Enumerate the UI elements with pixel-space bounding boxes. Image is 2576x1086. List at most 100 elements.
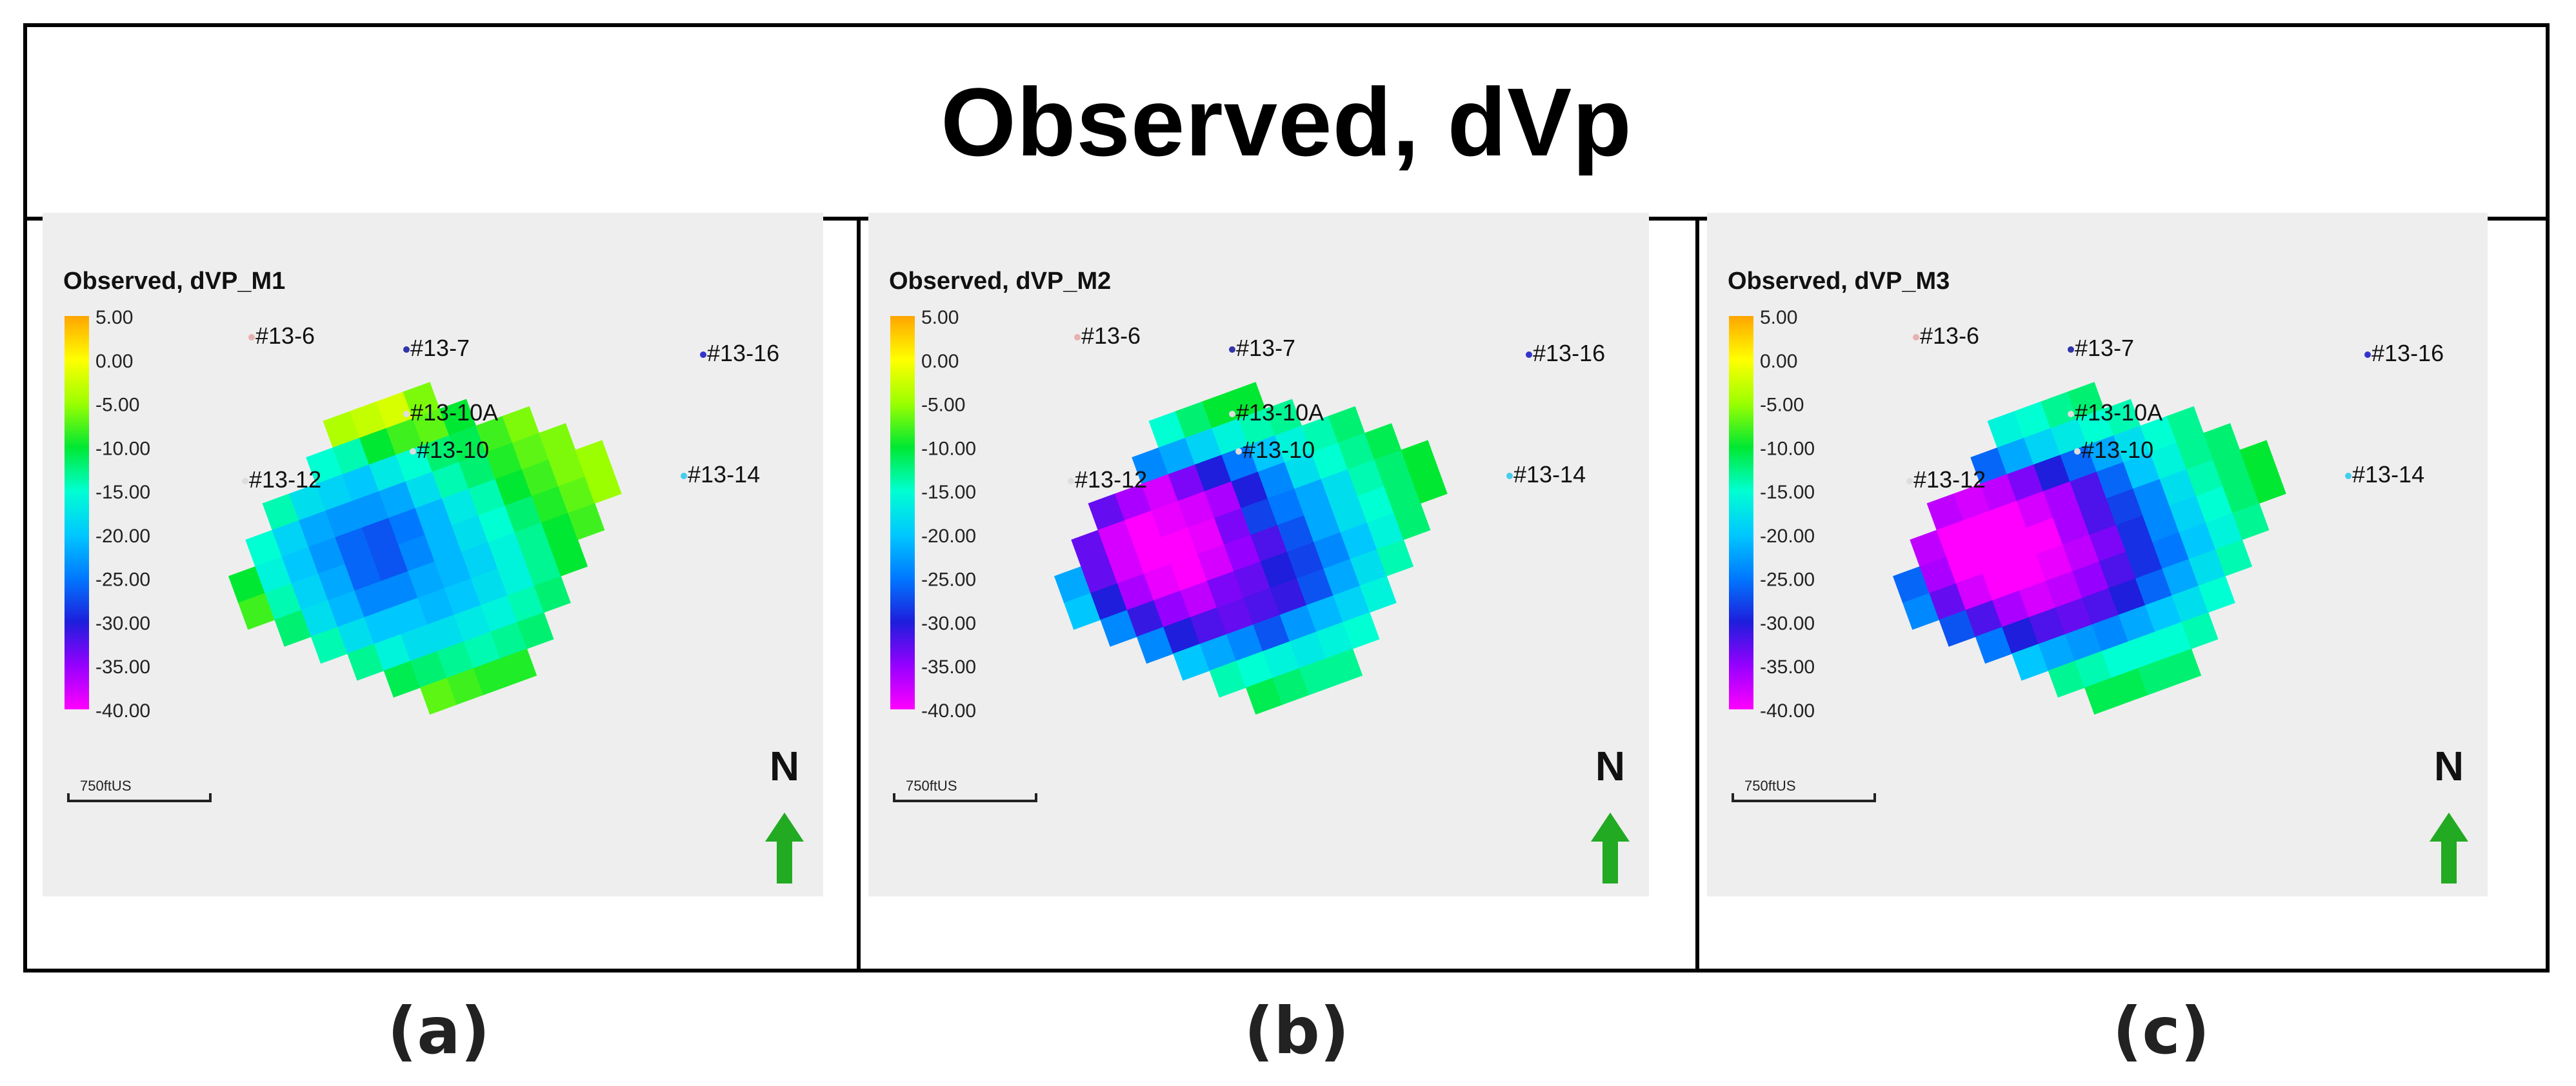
grid-cell (475, 415, 513, 453)
scale-bar (67, 793, 212, 802)
grid-cell (420, 677, 457, 715)
grid-cell (2164, 648, 2202, 686)
grid-cell (2125, 542, 2163, 579)
grid-cell (424, 525, 462, 562)
grid-cell (371, 544, 408, 582)
grid-cell (470, 568, 508, 606)
grid-cell (1161, 527, 1198, 565)
grid-cell (1199, 634, 1237, 671)
grid-cell (1359, 575, 1397, 613)
grid-cell (1117, 573, 1154, 611)
grid-cell (575, 440, 612, 477)
grid-cell (1263, 641, 1300, 678)
grid-cell (2169, 495, 2206, 533)
colorbar-tick-label: -30.00 (1760, 613, 1815, 634)
grid-cell (2215, 539, 2253, 577)
grid-cell (449, 425, 486, 463)
north-arrow-icon (1591, 813, 1630, 884)
grid-cell (1929, 583, 1966, 620)
grid-cell (2086, 435, 2124, 473)
well-label: #13-6 (1081, 322, 1141, 349)
grid-cell (400, 624, 438, 662)
grid-cell (405, 471, 443, 509)
well-marker (1526, 351, 1532, 358)
grid-cell (524, 549, 561, 586)
map-panel-m3: Observed, dVP_M3 5.00 0.00 -5.00 -10.00 -15.0… (1707, 213, 2507, 896)
grid-cell (325, 500, 363, 538)
grid-cell (2064, 624, 2102, 662)
grid-cell (2045, 571, 2082, 608)
grid-cell (415, 498, 452, 535)
grid-cell (1987, 411, 2024, 448)
grid-cell (2070, 471, 2107, 509)
grid-cell (1270, 578, 1307, 615)
grid-cell (1294, 479, 1332, 516)
grid-cell (1238, 408, 1275, 446)
grid-cell (437, 641, 474, 678)
grid-cell (255, 557, 292, 594)
well-marker (2364, 351, 2371, 358)
grid-cell (1962, 510, 2001, 548)
grid-cell (1340, 522, 1377, 560)
grid-cell (2188, 549, 2226, 586)
grid-cell (1939, 609, 1976, 647)
grid-cell (1321, 469, 1358, 506)
grid-cell (514, 522, 552, 560)
colorbar-tick-label: -5.00 (1760, 395, 1804, 416)
grid-cell (1401, 440, 1438, 477)
well-label: #13-10 (1243, 437, 1315, 463)
colorbar-tick-label: -10.00 (1760, 438, 1815, 459)
grid-cell (395, 445, 433, 482)
grid-cell (2089, 525, 2126, 562)
grid-cell (1264, 399, 1303, 436)
well-label: #13-14 (1513, 461, 1586, 488)
well-marker (700, 351, 706, 358)
grid-cell (2142, 505, 2180, 543)
grid-cell (1250, 525, 1288, 562)
grid-cell (344, 554, 382, 591)
grid-cell (2092, 615, 2129, 652)
grid-cell (1997, 437, 2034, 475)
grid-cell (1343, 612, 1380, 649)
grid-cell (2050, 418, 2088, 455)
grid-cell (459, 452, 496, 489)
grid-cell (2006, 464, 2044, 502)
grid-cell (1284, 452, 1322, 489)
colorbar-tick-label: -10.00 (921, 438, 976, 459)
grid-cell (1224, 535, 1261, 572)
grid-cell (534, 575, 571, 613)
grid-cell (517, 612, 554, 649)
grid-cell (1216, 597, 1254, 635)
grid-cell (2084, 677, 2122, 715)
well-marker (410, 448, 416, 455)
grid-cell (1328, 406, 1365, 444)
grid-cell (1226, 624, 1264, 662)
map-panel-m2: Observed, dVP_M2 5.00 0.00 -5.00 -10.00 -15.0… (868, 213, 1668, 896)
grid-cell (1170, 554, 1208, 591)
north-label: N (770, 743, 799, 789)
grid-cell (434, 551, 472, 589)
well-label: #13-7 (1236, 335, 1295, 361)
grid-cell (1235, 651, 1273, 688)
grid-cell (1311, 442, 1348, 480)
grid-cell (504, 495, 542, 533)
grid-cell (1231, 471, 1268, 509)
grid-cell (2162, 558, 2199, 596)
grid-cell (1301, 415, 1339, 453)
grid-cell (1081, 557, 1118, 594)
grid-cell (318, 564, 355, 601)
grid-cell (2133, 479, 2170, 516)
grid-cell (1148, 411, 1186, 448)
grid-cell (1168, 464, 1205, 502)
grid-cell (2172, 586, 2209, 623)
title-row: Observed, dVp (27, 27, 2546, 221)
grid-cell (2026, 517, 2063, 555)
grid-cell (228, 566, 266, 604)
grid-cell (541, 513, 579, 550)
grid-cell (1410, 466, 1448, 504)
scale-bar-label: 750ftUS (80, 778, 132, 794)
grid-cell (2144, 595, 2182, 633)
grid-cell (1253, 615, 1290, 652)
grid-cell (2038, 634, 2075, 671)
north-label: N (1595, 743, 1625, 789)
